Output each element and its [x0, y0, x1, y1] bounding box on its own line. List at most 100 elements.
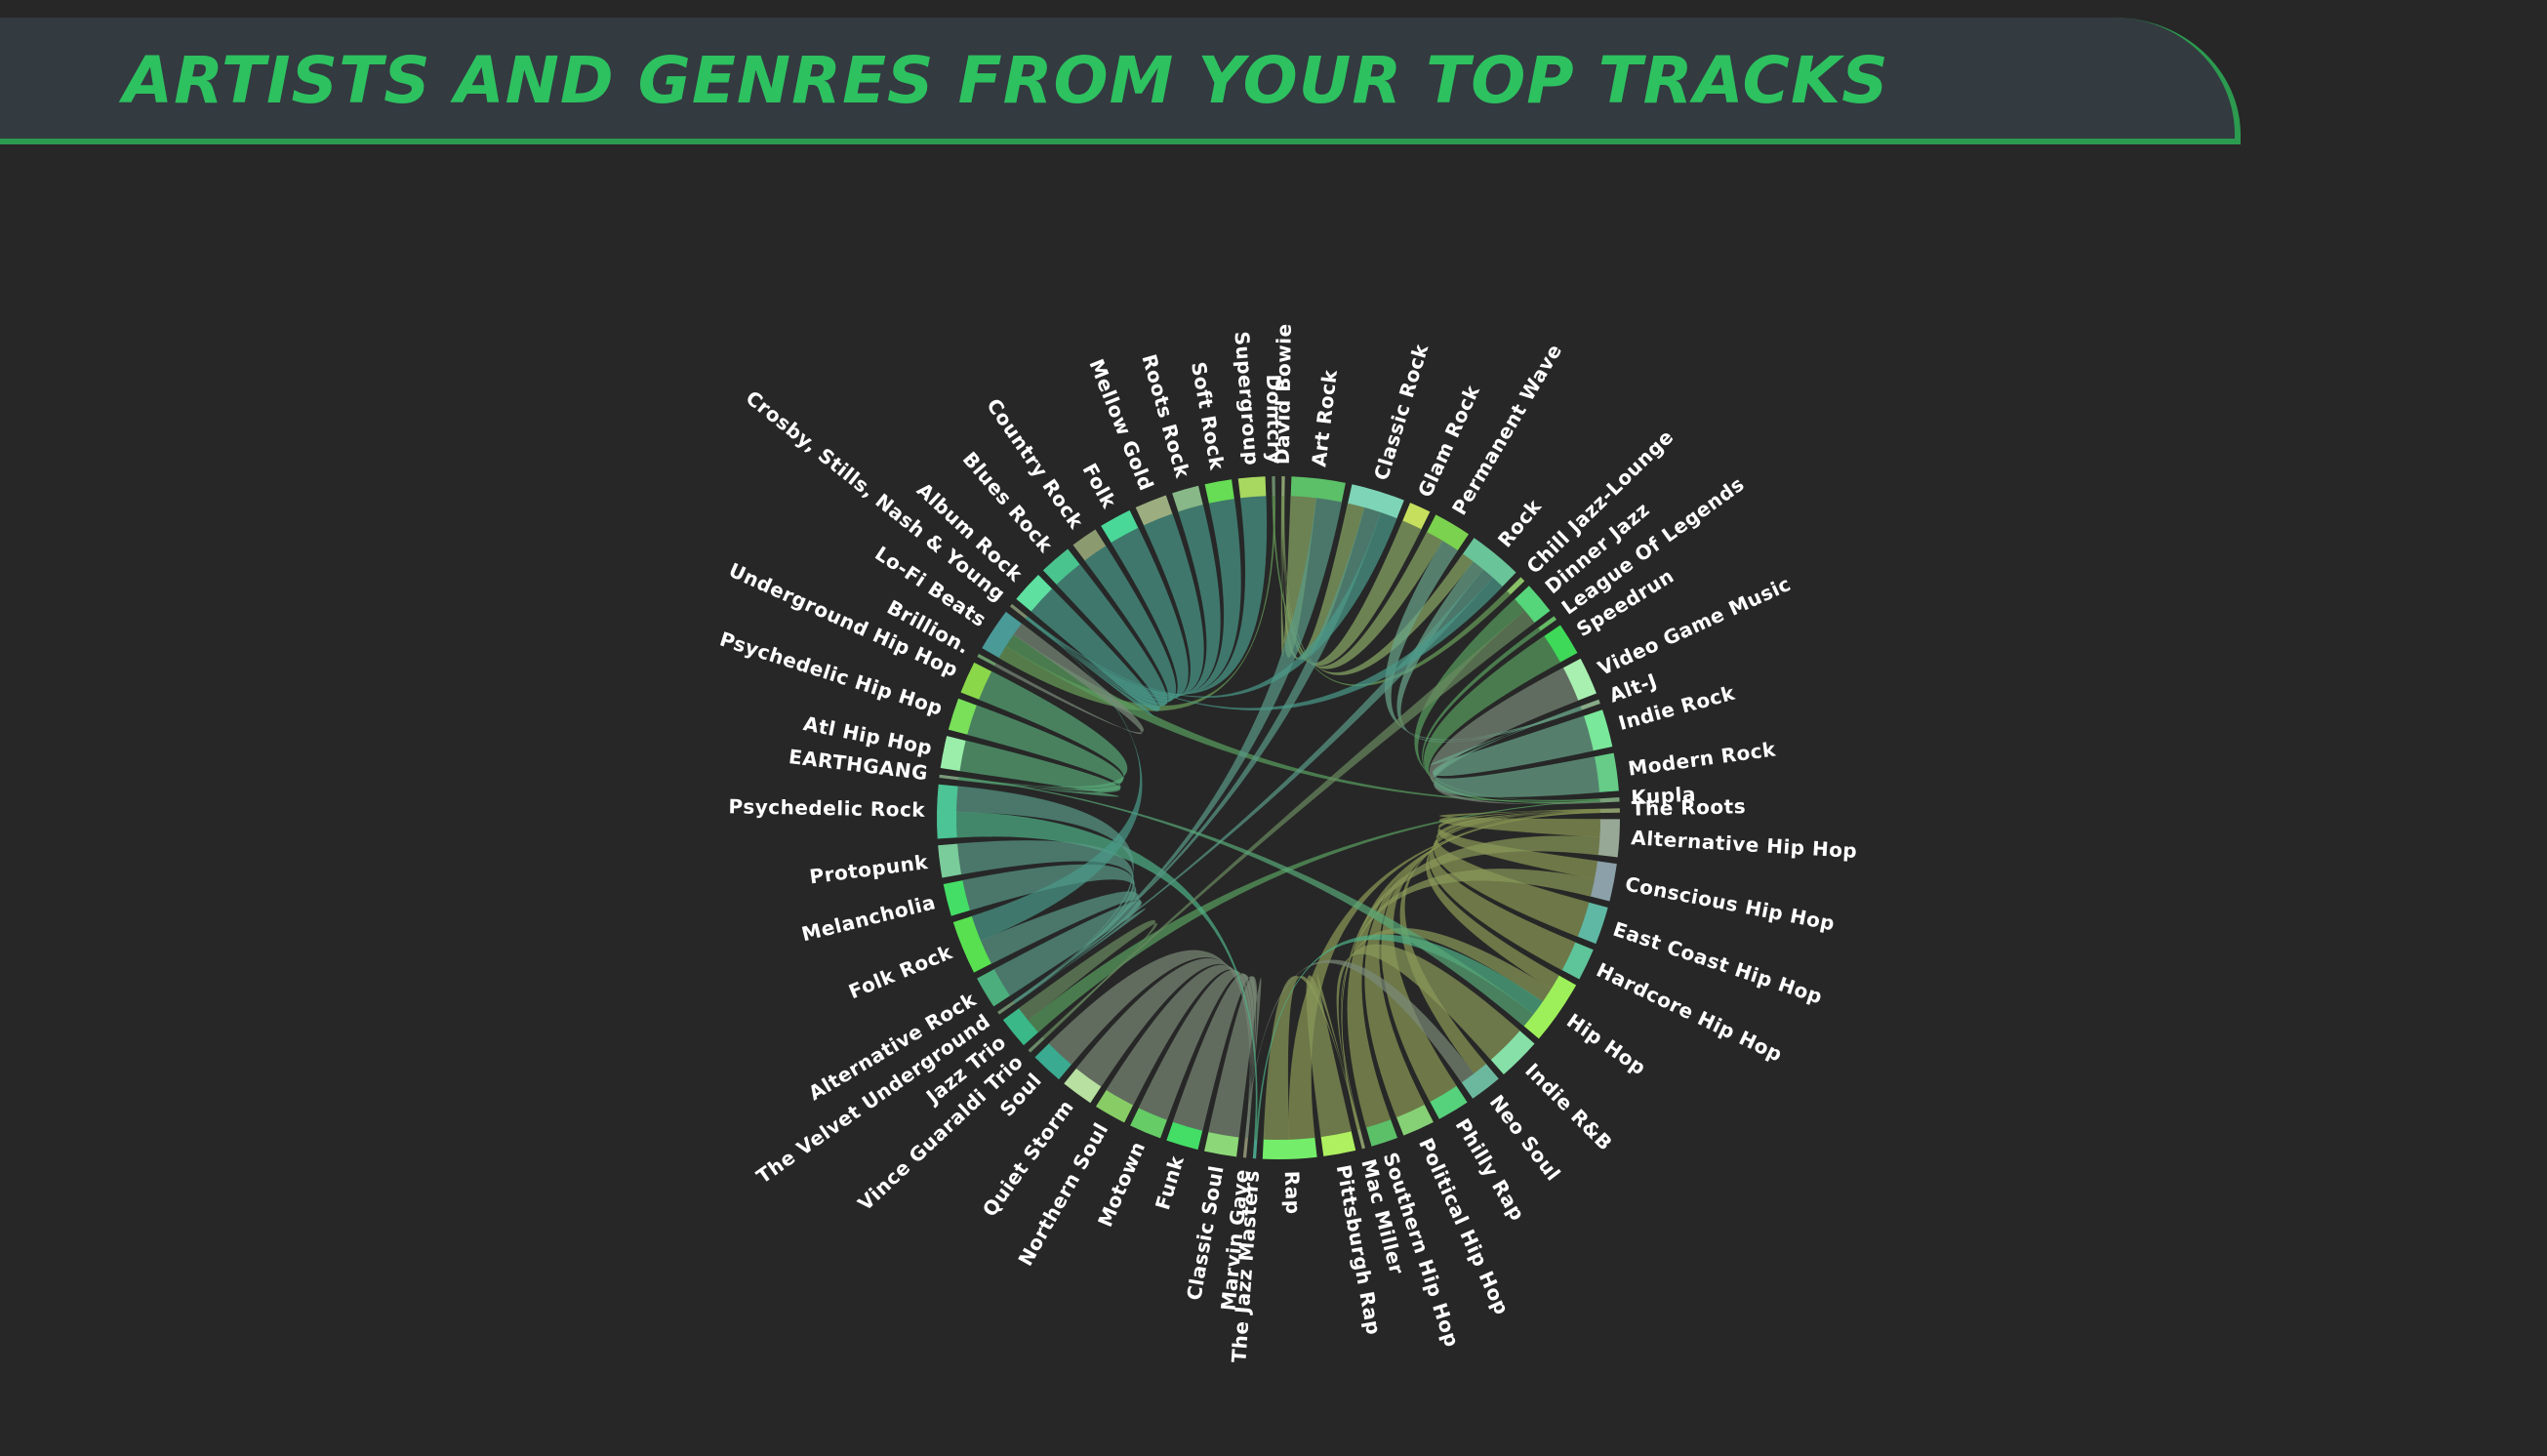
arc-league-of-legends[interactable] — [1538, 616, 1557, 631]
arc-quiet-storm[interactable] — [1064, 1068, 1102, 1104]
ribbon-crosby-stills-nash-young-to-blues-rock[interactable] — [1025, 563, 1168, 711]
arc-psychedelic-rock[interactable] — [937, 784, 958, 839]
ribbon-the-roots-to-philly-rap[interactable] — [1381, 811, 1601, 1103]
arc-alternative-hip-hop[interactable] — [1597, 819, 1620, 858]
arc-psychedelic-hip-hop[interactable] — [948, 698, 977, 735]
arc-neo-soul[interactable] — [1461, 1064, 1499, 1099]
ribbon-crosby-stills-nash-young-to-roots-rock[interactable] — [1026, 504, 1221, 698]
arc-country-rock[interactable] — [1072, 529, 1107, 561]
ribbon-earthgang-to-psychedelic-hip-hop[interactable] — [958, 705, 1124, 791]
label-motown: Motown — [1093, 1138, 1150, 1231]
ribbon-kupla-to-jazz-trio[interactable] — [1028, 799, 1600, 1033]
ribbon-marvin-gaye-to-northern-soul[interactable] — [1106, 964, 1253, 1139]
arc-pittsburgh-rap[interactable] — [1320, 1131, 1356, 1156]
arc-glam-rock[interactable] — [1402, 503, 1431, 530]
title-bar: ARTISTS AND GENRES FROM YOUR TOP TRACKS — [0, 18, 2241, 144]
ribbon-the-velvet-underground-to-classic-rock[interactable] — [1013, 506, 1382, 1002]
ribbon-alt-j-to-permanent-wave[interactable] — [1384, 540, 1583, 741]
arc-classic-soul[interactable] — [1204, 1132, 1239, 1157]
arc-classic-rock[interactable] — [1348, 484, 1404, 519]
label-funk: Funk — [1151, 1153, 1189, 1212]
ribbon-kupla-to-video-game-music[interactable] — [1429, 667, 1600, 805]
page-title: ARTISTS AND GENRES FROM YOUR TOP TRACKS — [123, 43, 1889, 118]
ribbon-the-jazz-masters-to-psychedelic-rock[interactable] — [955, 811, 1258, 1140]
arc-melancholia[interactable] — [943, 880, 970, 916]
arc-chill-jazz-lounge[interactable] — [1507, 577, 1525, 595]
arc-folk-rock[interactable] — [952, 915, 991, 973]
ribbon-alt-j-to-modern-rock[interactable] — [1433, 707, 1600, 798]
ribbon-mac-miller-to-indie-r-b[interactable] — [1336, 944, 1520, 1131]
arc-brillion[interactable] — [977, 653, 996, 667]
arc-modern-rock[interactable] — [1595, 752, 1619, 792]
arc-blues-rock[interactable] — [1042, 548, 1080, 585]
arc-atl-hip-hop[interactable] — [940, 736, 966, 771]
arc-hip-hop[interactable] — [1523, 975, 1577, 1039]
arc-indie-r-b[interactable] — [1490, 1031, 1535, 1075]
arc-crosby-stills-nash-young[interactable] — [1009, 603, 1028, 619]
arc-dinner-jazz[interactable] — [1515, 586, 1551, 624]
ribbon-crosby-stills-nash-young-to-country-rock[interactable] — [1025, 545, 1177, 706]
arc-alt-j[interactable] — [1580, 699, 1600, 710]
arc-east-coast-hip-hop[interactable] — [1577, 902, 1608, 945]
arc-mellow-gold[interactable] — [1135, 495, 1173, 526]
arc-motown[interactable] — [1130, 1108, 1167, 1139]
arc-jazz-trio[interactable] — [1002, 1008, 1038, 1046]
arc-album-rock[interactable] — [1016, 575, 1053, 612]
arc-conscious-hip-hop[interactable] — [1591, 861, 1617, 902]
ribbon-mac-miller-to-rap[interactable] — [1263, 975, 1360, 1141]
ribbon-alt-j-to-rock[interactable] — [1396, 560, 1583, 743]
arc-hardcore-hip-hop[interactable] — [1561, 942, 1594, 980]
arc-video-game-music[interactable] — [1562, 658, 1597, 701]
arc-marvin-gaye[interactable] — [1242, 1138, 1248, 1158]
ribbon-mac-miller-to-pittsburgh-rap[interactable] — [1306, 973, 1360, 1138]
label-david-bowie: David Bowie — [1271, 323, 1296, 465]
ribbon-dontcry-to-lo-fi-beats[interactable] — [998, 495, 1276, 711]
label-protopunk: Protopunk — [808, 850, 929, 888]
arc-rock[interactable] — [1463, 538, 1516, 587]
arc-art-rock[interactable] — [1290, 476, 1346, 503]
ribbon-vince-guaraldi-trio-to-dinner-jazz[interactable] — [1041, 610, 1535, 1039]
arc-the-roots[interactable] — [1599, 808, 1620, 813]
arc-roots-rock[interactable] — [1172, 485, 1203, 512]
arc-protopunk[interactable] — [938, 843, 962, 878]
ribbon-dontcry-to-chill-jazz-lounge[interactable] — [1272, 495, 1512, 687]
ribbon-the-jazz-masters-to-hip-hop[interactable] — [1255, 934, 1544, 1140]
arc-kupla[interactable] — [1599, 797, 1620, 803]
arc-david-bowie[interactable] — [1281, 476, 1285, 497]
arc-dontcry[interactable] — [1272, 476, 1275, 497]
arc-vince-guaraldi-trio[interactable] — [1028, 1036, 1045, 1053]
label-modern-rock: Modern Rock — [1627, 737, 1777, 780]
ribbon-marvin-gaye-to-funk[interactable] — [1172, 973, 1257, 1139]
label-kupla: Kupla — [1631, 783, 1697, 810]
arc-earthgang[interactable] — [939, 774, 959, 781]
ribbon-the-roots-to-hardcore-hip-hop[interactable] — [1429, 809, 1601, 971]
arc-permanent-wave[interactable] — [1427, 514, 1469, 550]
arc-northern-soul[interactable] — [1095, 1089, 1134, 1123]
arc-rap[interactable] — [1262, 1137, 1317, 1159]
arc-speedrun[interactable] — [1544, 625, 1578, 663]
arc-supergroup[interactable] — [1237, 476, 1267, 499]
arc-philly-rap[interactable] — [1430, 1085, 1468, 1119]
arc-southern-hip-hop[interactable] — [1366, 1119, 1398, 1147]
ribbon-brillion-to-lo-fi-beats[interactable] — [993, 623, 1144, 735]
ribbon-marvin-gaye-to-motown[interactable] — [1138, 970, 1255, 1139]
chord-arcs — [937, 476, 1620, 1159]
ribbon-the-roots-to-conscious-hip-hop[interactable] — [1437, 808, 1601, 879]
arc-underground-hip-hop[interactable] — [960, 662, 992, 700]
ribbon-crosby-stills-nash-young-to-folk-rock[interactable] — [971, 616, 1143, 942]
arc-folk[interactable] — [1101, 509, 1139, 544]
ribbon-earthgang-to-underground-hip-hop[interactable] — [958, 670, 1128, 789]
arc-political-hip-hop[interactable] — [1396, 1105, 1434, 1136]
arc-alternative-rock[interactable] — [977, 969, 1010, 1007]
arc-mac-miller[interactable] — [1356, 1129, 1366, 1150]
arc-indie-rock[interactable] — [1584, 709, 1613, 751]
ribbon-mac-miller-to-hip-hop[interactable] — [1340, 927, 1553, 1130]
arc-the-jazz-masters[interactable] — [1252, 1139, 1258, 1159]
arc-funk[interactable] — [1166, 1121, 1203, 1151]
arc-the-velvet-underground[interactable] — [997, 1000, 1016, 1015]
arc-lo-fi-beats[interactable] — [982, 611, 1022, 659]
arc-soft-rock[interactable] — [1204, 479, 1234, 504]
arc-soul[interactable] — [1034, 1043, 1071, 1080]
ribbon-the-roots-to-neo-soul[interactable] — [1399, 810, 1601, 1074]
